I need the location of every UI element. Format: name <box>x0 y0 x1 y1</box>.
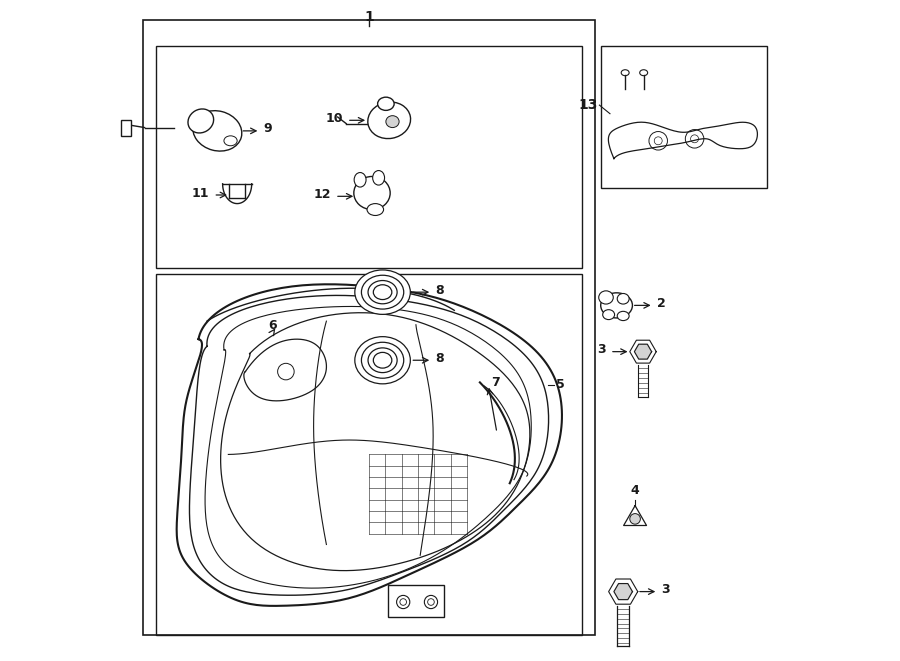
Text: 6: 6 <box>268 319 277 332</box>
Text: 8: 8 <box>436 352 444 365</box>
Ellipse shape <box>354 176 391 210</box>
Bar <box>156 46 582 268</box>
Polygon shape <box>608 579 638 604</box>
Text: 1: 1 <box>364 9 374 24</box>
Text: 10: 10 <box>326 112 343 125</box>
Ellipse shape <box>621 69 629 76</box>
Polygon shape <box>624 506 646 525</box>
Ellipse shape <box>355 336 410 384</box>
Ellipse shape <box>600 293 633 318</box>
Circle shape <box>425 596 437 609</box>
Polygon shape <box>176 284 562 606</box>
Bar <box>122 120 131 136</box>
Circle shape <box>630 514 641 524</box>
Ellipse shape <box>373 171 384 185</box>
Text: 11: 11 <box>192 186 210 200</box>
Polygon shape <box>634 344 652 359</box>
Ellipse shape <box>617 311 629 321</box>
Text: 3: 3 <box>598 343 606 356</box>
Ellipse shape <box>355 173 366 187</box>
Text: 13: 13 <box>579 98 599 112</box>
Text: 2: 2 <box>657 297 666 310</box>
Polygon shape <box>222 184 252 204</box>
Ellipse shape <box>193 110 242 151</box>
Polygon shape <box>630 340 656 363</box>
Bar <box>156 274 582 635</box>
Circle shape <box>397 596 410 609</box>
Ellipse shape <box>367 204 383 215</box>
Polygon shape <box>244 339 327 401</box>
Ellipse shape <box>188 109 213 133</box>
Polygon shape <box>608 122 758 159</box>
Bar <box>388 585 445 617</box>
Text: 8: 8 <box>436 284 444 297</box>
Bar <box>142 20 596 635</box>
Ellipse shape <box>640 69 648 76</box>
Text: 5: 5 <box>556 378 564 391</box>
Ellipse shape <box>224 136 238 146</box>
Ellipse shape <box>368 102 410 139</box>
Text: 4: 4 <box>631 484 640 497</box>
Bar <box>600 46 768 188</box>
Ellipse shape <box>378 97 394 110</box>
Ellipse shape <box>386 116 399 128</box>
Text: 12: 12 <box>313 188 331 201</box>
Ellipse shape <box>598 291 613 304</box>
Polygon shape <box>614 584 633 600</box>
Ellipse shape <box>355 270 410 315</box>
Text: 3: 3 <box>662 583 670 596</box>
Ellipse shape <box>617 293 629 304</box>
Ellipse shape <box>603 309 615 319</box>
Text: 9: 9 <box>263 122 272 136</box>
Text: 7: 7 <box>491 376 500 389</box>
